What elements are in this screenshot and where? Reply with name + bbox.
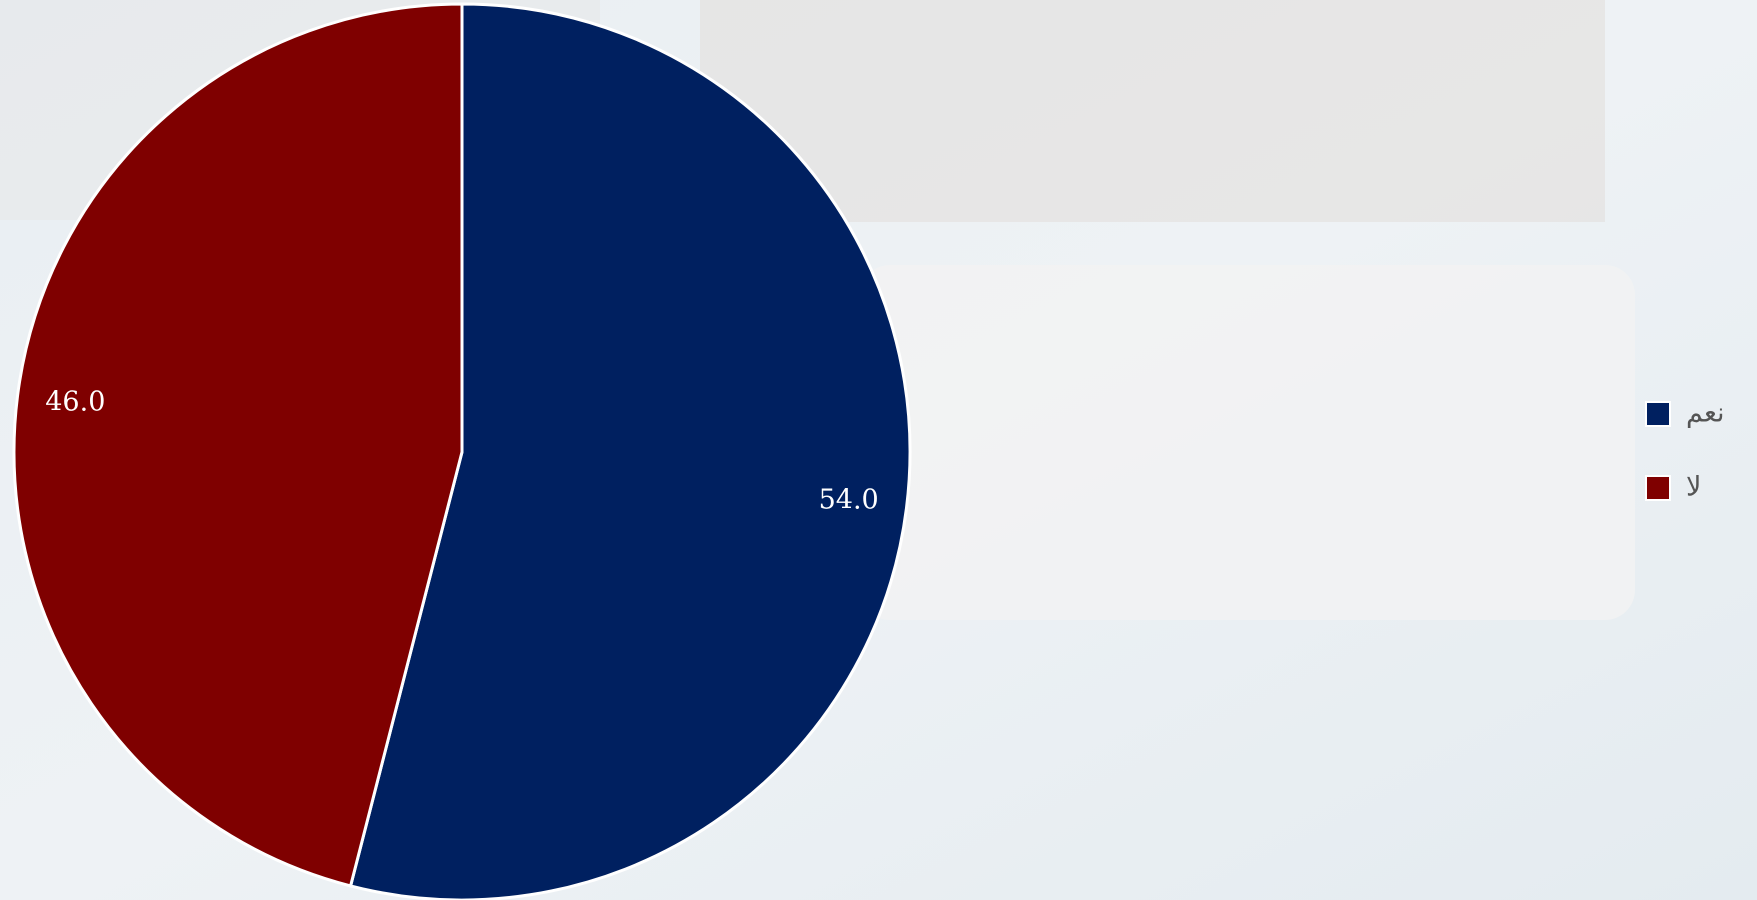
legend-label: نعم	[1686, 398, 1725, 429]
background-photo	[860, 265, 1635, 620]
legend-swatch	[1645, 401, 1671, 427]
pie: 54.0 46.0	[12, 2, 912, 900]
background-photo	[700, 0, 1605, 222]
data-label: 46.0	[45, 387, 105, 418]
legend: نعم لا	[1645, 398, 1725, 503]
data-label: 54.0	[819, 484, 879, 515]
pie-slice	[12, 2, 464, 888]
pie-slice	[348, 2, 912, 900]
legend-swatch	[1645, 475, 1671, 501]
legend-label: لا	[1686, 472, 1701, 503]
